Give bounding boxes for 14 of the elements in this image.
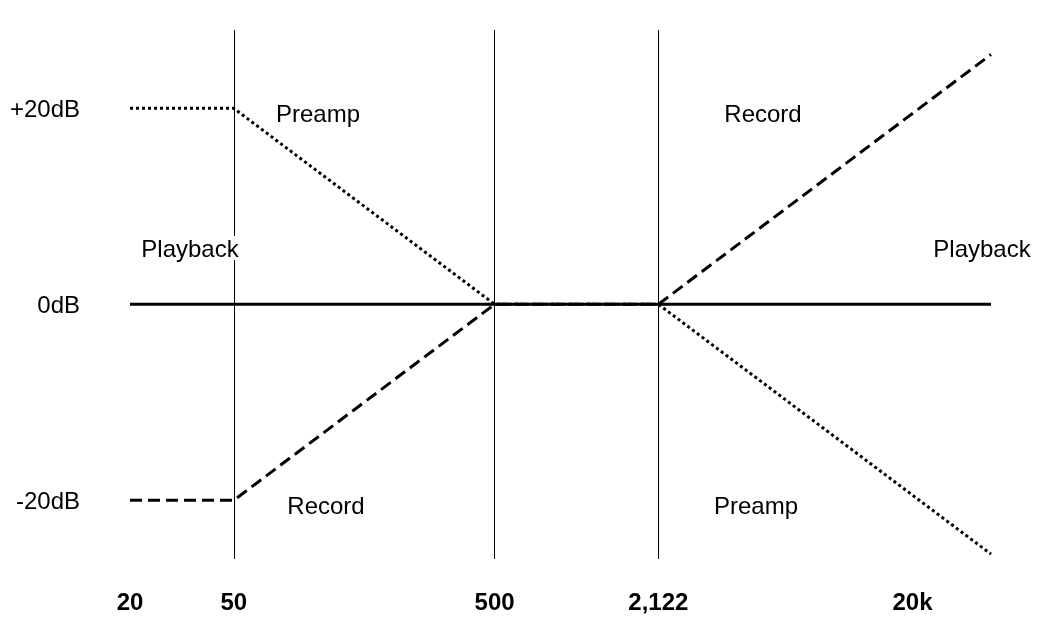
x-tick-label: 50 xyxy=(220,587,248,615)
annotation: Record xyxy=(287,491,365,519)
x-tick-label: 2,122 xyxy=(628,587,689,615)
annotation: Playback xyxy=(141,234,240,262)
y-tick-label: +20dB xyxy=(9,94,80,122)
annotation: Record xyxy=(724,99,802,127)
y-tick-label: -20dB xyxy=(15,486,80,514)
x-tick-label: 20 xyxy=(116,587,144,615)
x-tick-label: 500 xyxy=(474,587,515,615)
annotation: Playback xyxy=(933,234,1032,262)
x-tick-label: 20k xyxy=(892,587,934,615)
annotation: Preamp xyxy=(713,491,799,519)
y-tick-label: 0dB xyxy=(37,290,80,318)
annotation: Preamp xyxy=(275,99,361,127)
